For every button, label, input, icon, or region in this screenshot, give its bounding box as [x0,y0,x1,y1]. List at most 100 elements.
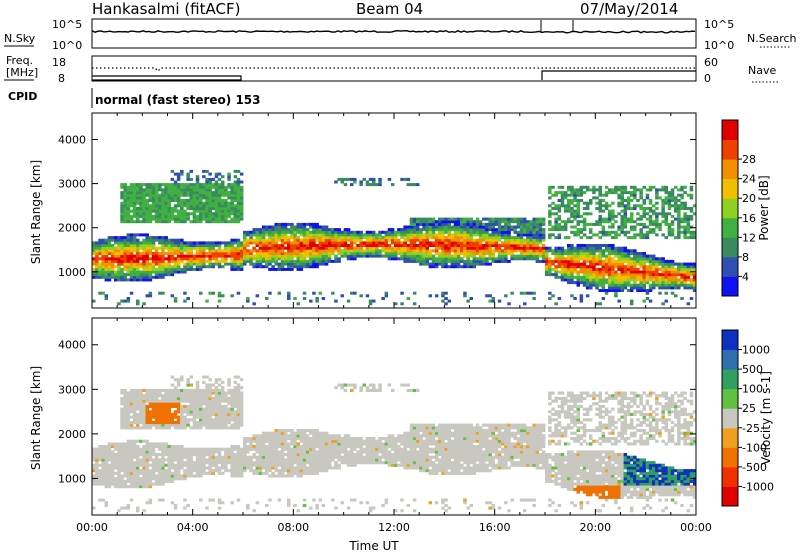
power-cell [142,201,146,205]
power-cell [611,283,615,287]
power-cell [268,254,272,258]
power-cell [180,214,184,218]
power-cell [283,257,288,261]
power-cell [416,254,420,258]
velocity-cell [145,418,149,422]
power-cell [535,249,540,253]
power-cell [412,246,417,250]
power-cell [570,294,574,298]
power-cell [431,228,436,232]
power-cell [664,214,668,218]
power-cell [501,244,505,247]
power-cell [145,193,149,197]
velocity-cell [158,498,162,502]
power-cell [557,207,562,210]
power-cell [655,191,659,195]
velocity-cell [186,378,190,382]
power-cell [255,265,260,269]
power-cell [633,249,637,253]
power-cell [636,286,640,290]
power-cell [567,204,571,208]
power-cell [655,188,659,192]
power-cell [161,275,165,279]
power-cell [114,246,118,250]
velocity-cell [107,471,112,475]
power-cell [265,246,269,250]
velocity-cell [126,394,131,398]
power-cell [629,207,634,210]
power-cell [623,267,628,271]
power-cell [331,244,335,247]
velocity-cell [129,394,134,398]
power-cell [221,199,225,202]
power-cell [123,199,127,202]
power-cell [478,228,483,232]
power-cell [639,262,643,266]
power-cell [548,257,552,261]
power-cell [123,275,127,279]
power-cell [302,291,307,295]
power-cell [346,254,351,258]
power-cell [425,233,429,237]
power-cell [161,262,165,266]
power-cell [519,246,524,250]
power-cell [409,259,414,263]
power-cell [648,220,653,224]
power-cell [545,273,549,277]
power-cell [409,183,414,187]
power-cell [658,281,662,285]
power-cell [416,249,420,253]
power-cell [315,252,319,255]
power-cell [356,249,360,253]
power-cell [104,273,109,277]
power-cell [523,244,527,247]
power-cell [132,270,137,274]
velocity-cell [208,378,212,382]
power-cell [224,201,228,205]
power-cell [686,217,691,221]
power-cell [406,257,411,261]
power-cell [516,225,521,229]
velocity-cell [148,482,153,486]
power-cell [661,275,665,279]
power-cell [412,222,417,226]
power-cell [290,236,294,240]
power-cell [233,175,238,179]
power-cell [582,185,587,189]
power-cell [154,257,159,261]
power-cell [670,220,675,224]
velocity-cell [151,394,156,398]
power-cell [161,270,165,274]
power-cell [686,262,691,266]
power-cell [425,259,429,263]
power-cell [554,275,558,279]
velocity-cell [126,407,131,411]
power-cell [592,196,596,200]
power-cell [202,193,206,197]
power-cell [466,222,470,226]
power-cell [139,270,143,274]
power-cell [117,252,121,255]
power-cell [674,278,678,282]
power-cell [221,294,225,298]
power-cell [560,220,565,224]
power-cell [570,185,574,189]
power-cell [607,188,612,192]
power-cell [683,191,687,195]
power-cell [318,257,322,261]
power-cell [626,281,631,285]
power-cell [217,241,222,245]
velocity-cell [167,399,171,403]
power-cell [551,228,555,232]
power-cell [422,225,426,229]
velocity-cell [145,485,149,489]
power-cell [604,217,609,221]
velocity-cell [161,463,165,467]
power-cell [475,249,480,253]
power-cell [523,217,527,221]
power-cell [132,236,137,240]
velocity-cell [195,463,200,467]
power-cell [585,246,590,250]
power-cell [95,259,99,263]
power-cell [309,233,313,237]
